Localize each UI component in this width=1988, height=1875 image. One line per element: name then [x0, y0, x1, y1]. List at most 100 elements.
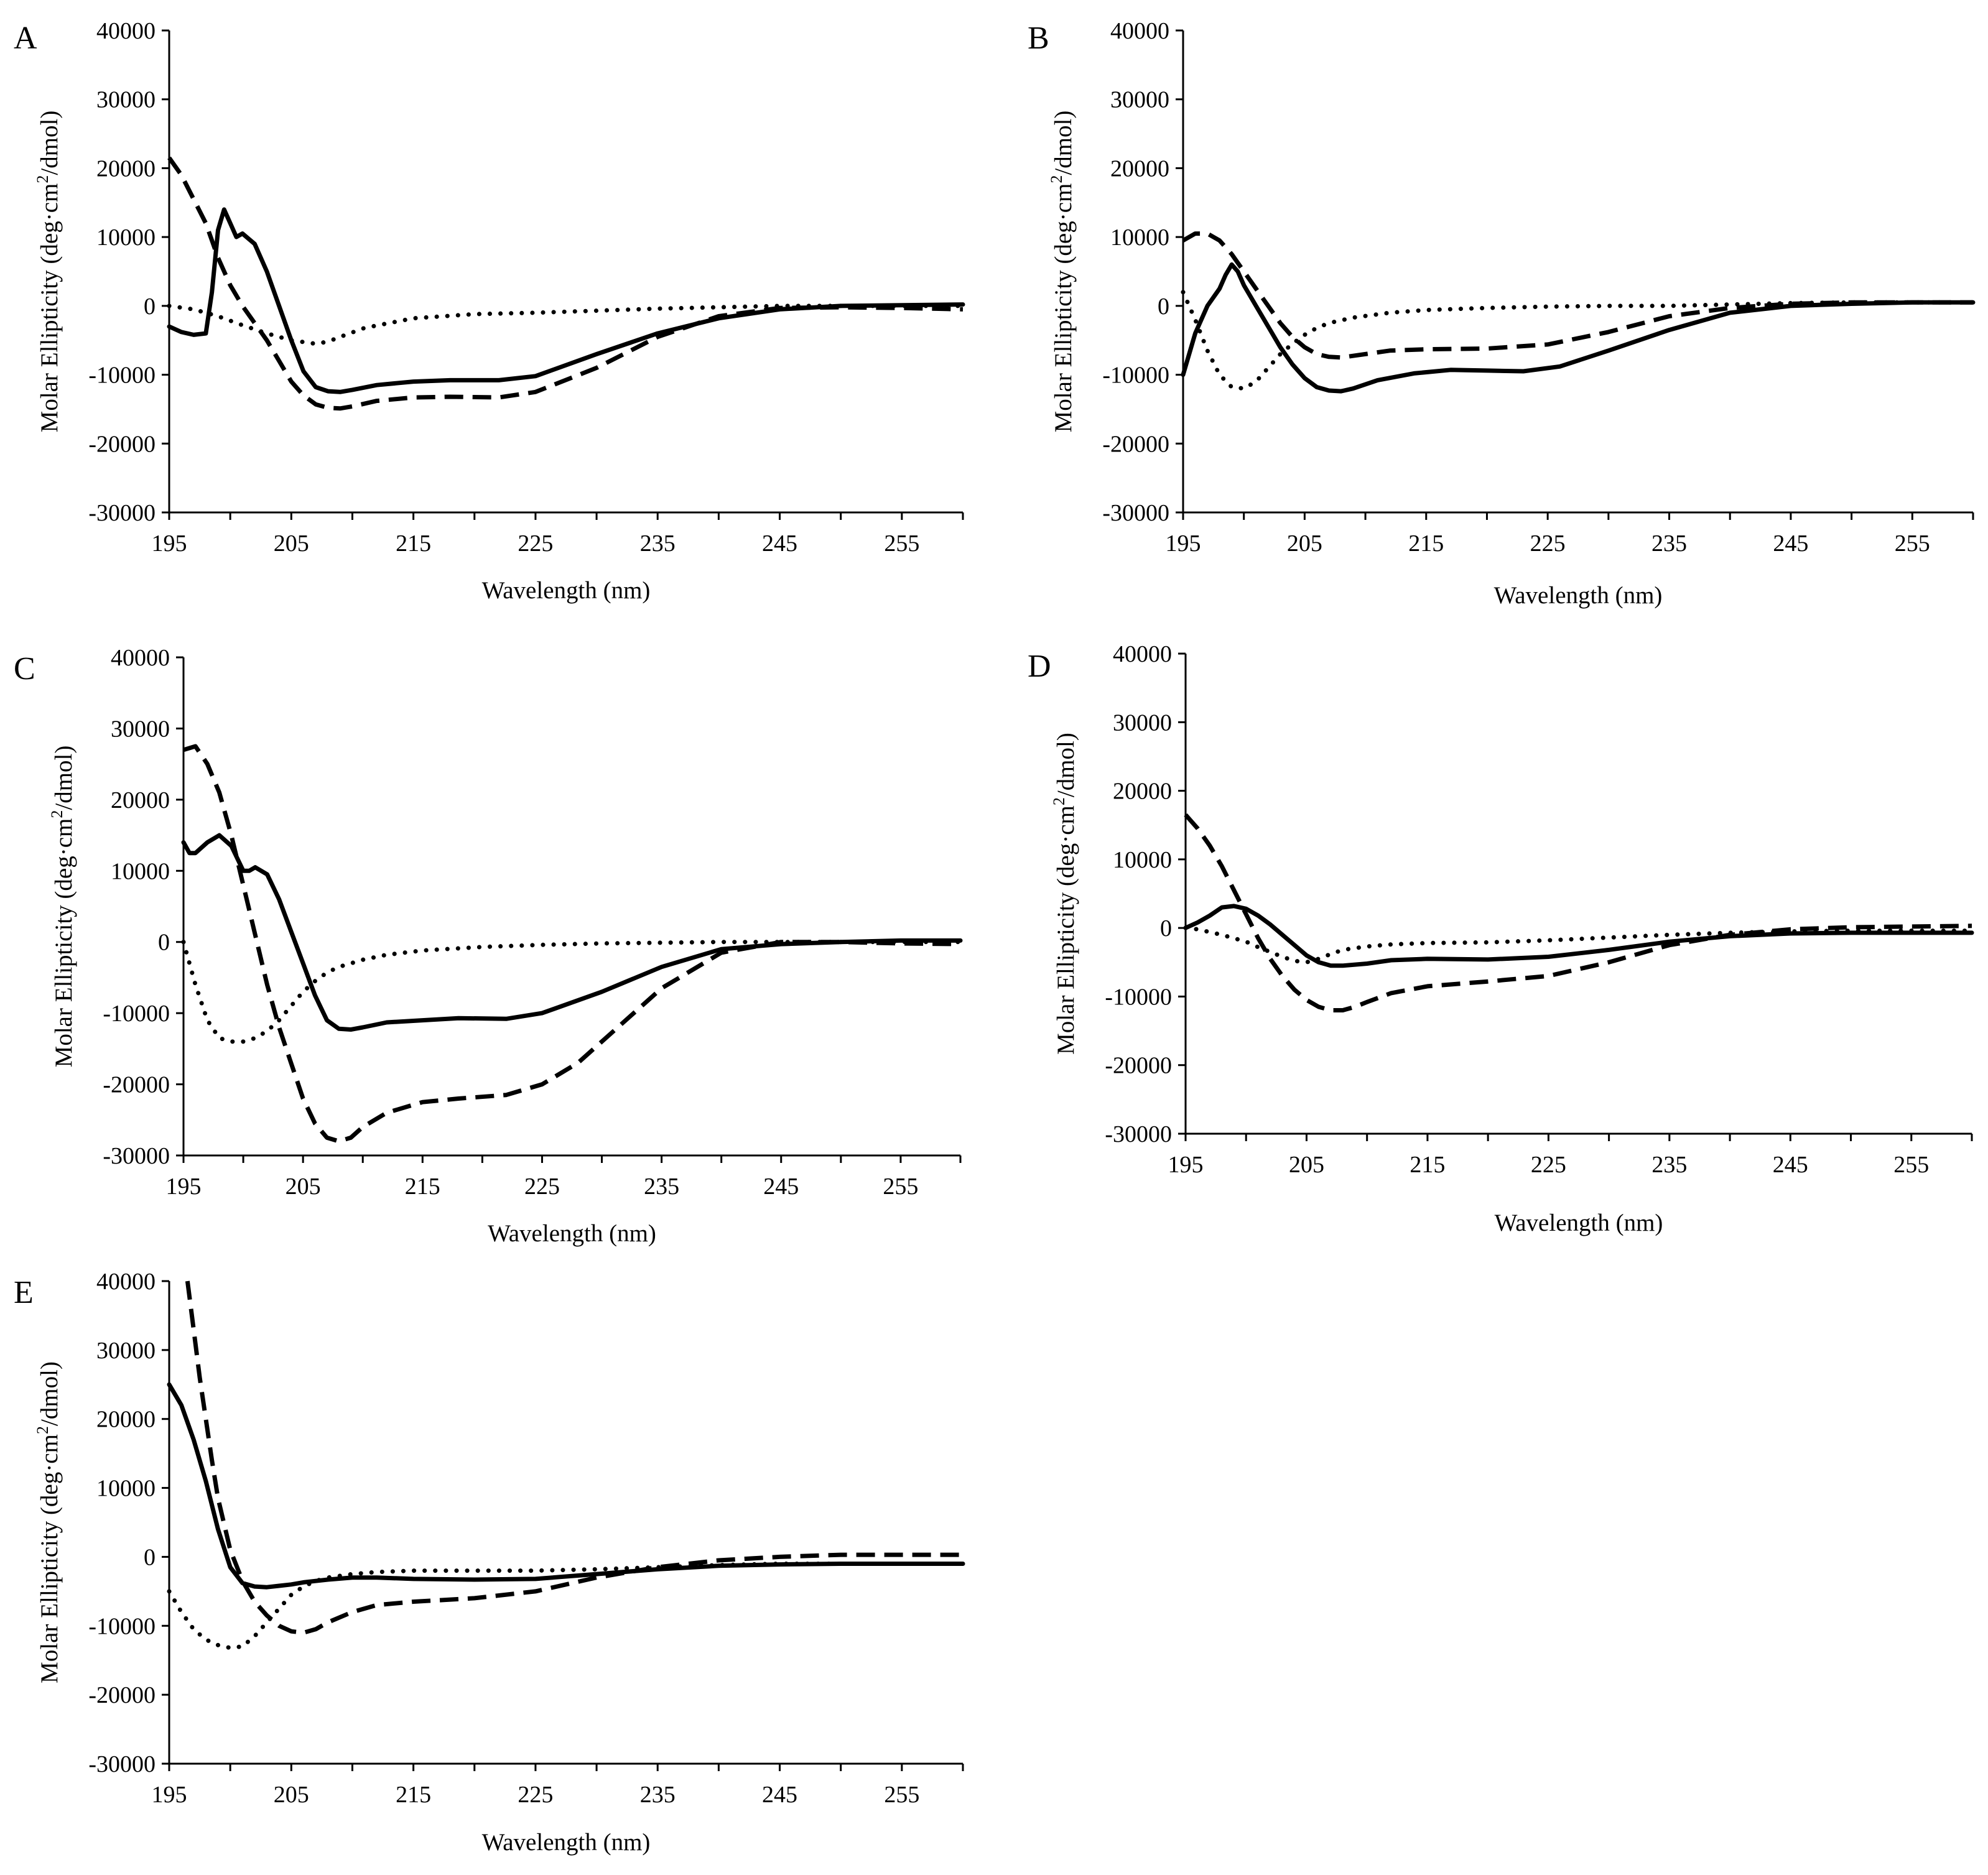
x-tick-label: 215 — [1410, 1152, 1445, 1178]
series-solid-line — [1181, 262, 1976, 394]
y-tick-label: -10000 — [88, 363, 156, 389]
x-tick-label: 255 — [1895, 530, 1930, 557]
x-tick-label: 245 — [762, 1782, 797, 1808]
x-tick-label: 205 — [1289, 1152, 1324, 1178]
x-tick-label: 215 — [1408, 530, 1444, 557]
x-tick-label: 215 — [396, 530, 431, 557]
y-axis-title: Molar Ellipticity (deg·cm2/dmol) — [34, 1361, 63, 1683]
x-tick-label: 215 — [396, 1782, 431, 1808]
y-tick-label: 20000 — [1113, 779, 1172, 805]
x-tick-label: 195 — [152, 1782, 187, 1808]
x-tick-label: 195 — [1166, 530, 1201, 557]
y-tick-label: 40000 — [1113, 641, 1172, 667]
y-tick-label: -20000 — [1105, 1053, 1172, 1079]
x-tick-label: 225 — [518, 530, 553, 557]
y-tick-label: 0 — [1160, 915, 1172, 942]
y-tick-label: 0 — [144, 1544, 156, 1570]
x-tick-label: 225 — [524, 1174, 560, 1200]
panel-d: -30000 -20000 -10000 0 10000 20000 30000 40000 1… — [1028, 641, 1974, 1236]
x-tick-label: 255 — [884, 530, 919, 557]
panel-label: B — [1028, 21, 1049, 56]
y-axis-title-superscript: 2 — [1047, 175, 1066, 183]
y-axis-title-superscript: 2 — [34, 1426, 52, 1434]
series-dotted-line — [1181, 290, 1976, 391]
y-axis-title-end: /dmol) — [36, 111, 63, 175]
y-tick-label: 10000 — [96, 225, 156, 251]
y-axis-title-end: /dmol) — [1050, 111, 1077, 175]
x-tick-label: 235 — [644, 1174, 679, 1200]
y-tick-label: 10000 — [111, 858, 170, 884]
y-axis-title-main: Molar Ellipticity (deg·cm — [1052, 805, 1079, 1055]
y-tick-label: 10000 — [1110, 225, 1169, 251]
x-tick-label: 225 — [518, 1782, 553, 1808]
y-axis-title-main: Molar Ellipticity (deg·cm — [36, 1434, 63, 1683]
y-tick-label: -20000 — [1102, 431, 1169, 457]
y-tick-label: 20000 — [111, 787, 170, 813]
x-tick-label: 195 — [166, 1174, 202, 1200]
x-tick-label: 205 — [286, 1174, 321, 1200]
y-axis-title-main: Molar Ellipticity (deg·cm — [36, 183, 63, 433]
x-tick-label: 235 — [1651, 1152, 1687, 1178]
y-tick-label: 0 — [158, 930, 170, 956]
y-axis-title-end: /dmol) — [36, 1361, 63, 1426]
y-tick-label: 30000 — [1110, 87, 1169, 113]
y-tick-label: 20000 — [96, 1407, 156, 1433]
x-tick-label: 255 — [1893, 1152, 1929, 1178]
y-tick-label: 30000 — [111, 716, 170, 742]
panel-label: C — [14, 651, 35, 687]
y-tick-label: 40000 — [96, 1269, 156, 1295]
series-dashed-line — [182, 744, 961, 1144]
y-tick-label: -20000 — [103, 1072, 170, 1098]
panel-label: A — [14, 21, 37, 56]
panel-a: -30000 -20000 -10000 0 10000 20000 30000 40000 1… — [14, 18, 965, 604]
x-axis-title: Wavelength (nm) — [482, 1829, 651, 1856]
y-tick-label: -20000 — [88, 1682, 156, 1708]
y-axis-title-superscript: 2 — [48, 810, 66, 818]
x-tick-label: 215 — [405, 1174, 440, 1200]
series-dotted-line — [1183, 925, 1974, 965]
series-dashed-line — [1182, 231, 1973, 360]
y-axis-title: Molar Ellipticity (deg·cm2/dmol) — [48, 746, 77, 1068]
panel-c: -30000 -20000 -10000 0 10000 20000 30000 40000 1… — [14, 645, 963, 1247]
x-tick-label: 245 — [1773, 530, 1808, 557]
series-dotted-line — [181, 940, 963, 1044]
series-dashed-line — [1184, 813, 1972, 1012]
panel-e: -30000 -20000 -10000 0 10000 20000 30000 40000 1… — [14, 1269, 965, 1856]
series-solid-line — [167, 1382, 965, 1590]
y-axis-title-end: /dmol) — [1052, 733, 1079, 797]
x-axis-title: Wavelength (nm) — [1495, 1210, 1663, 1236]
x-tick-label: 235 — [640, 1782, 676, 1808]
series-solid-line — [181, 833, 963, 1032]
x-tick-label: 205 — [274, 530, 309, 557]
y-tick-label: 30000 — [96, 1338, 156, 1364]
x-tick-label: 205 — [274, 1782, 309, 1808]
y-tick-label: 30000 — [1113, 710, 1172, 736]
y-tick-label: 20000 — [1110, 155, 1169, 182]
x-tick-label: 195 — [152, 530, 187, 557]
x-tick-label: 235 — [1651, 530, 1687, 557]
y-axis-title: Molar Ellipticity (deg·cm2/dmol) — [1047, 111, 1077, 433]
y-tick-label: -10000 — [1102, 363, 1169, 389]
y-tick-label: 0 — [144, 294, 156, 320]
series-dashed-line — [185, 1280, 963, 1635]
x-tick-label: 245 — [762, 530, 797, 557]
y-tick-label: -30000 — [103, 1143, 170, 1169]
y-axis-title-superscript: 2 — [1050, 797, 1068, 805]
y-tick-label: 40000 — [1110, 18, 1169, 44]
x-tick-label: 225 — [1530, 530, 1566, 557]
y-tick-label: 10000 — [96, 1476, 156, 1502]
y-tick-label: -10000 — [1105, 984, 1172, 1010]
x-axis-title: Wavelength (nm) — [1494, 582, 1663, 609]
y-axis-title-superscript: 2 — [34, 175, 52, 183]
x-tick-label: 245 — [763, 1174, 799, 1200]
x-tick-label: 255 — [883, 1174, 918, 1200]
panel-b: -30000 -20000 -10000 0 10000 20000 30000 40000 1… — [1028, 18, 1976, 609]
series-solid-line — [167, 207, 965, 394]
y-tick-label: 20000 — [96, 155, 156, 182]
x-axis-title: Wavelength (nm) — [488, 1220, 656, 1247]
y-axis-title-main: Molar Ellipticity (deg·cm — [50, 818, 77, 1068]
x-tick-label: 205 — [1287, 530, 1322, 557]
y-tick-label: -20000 — [88, 431, 156, 457]
x-tick-label: 245 — [1773, 1152, 1808, 1178]
